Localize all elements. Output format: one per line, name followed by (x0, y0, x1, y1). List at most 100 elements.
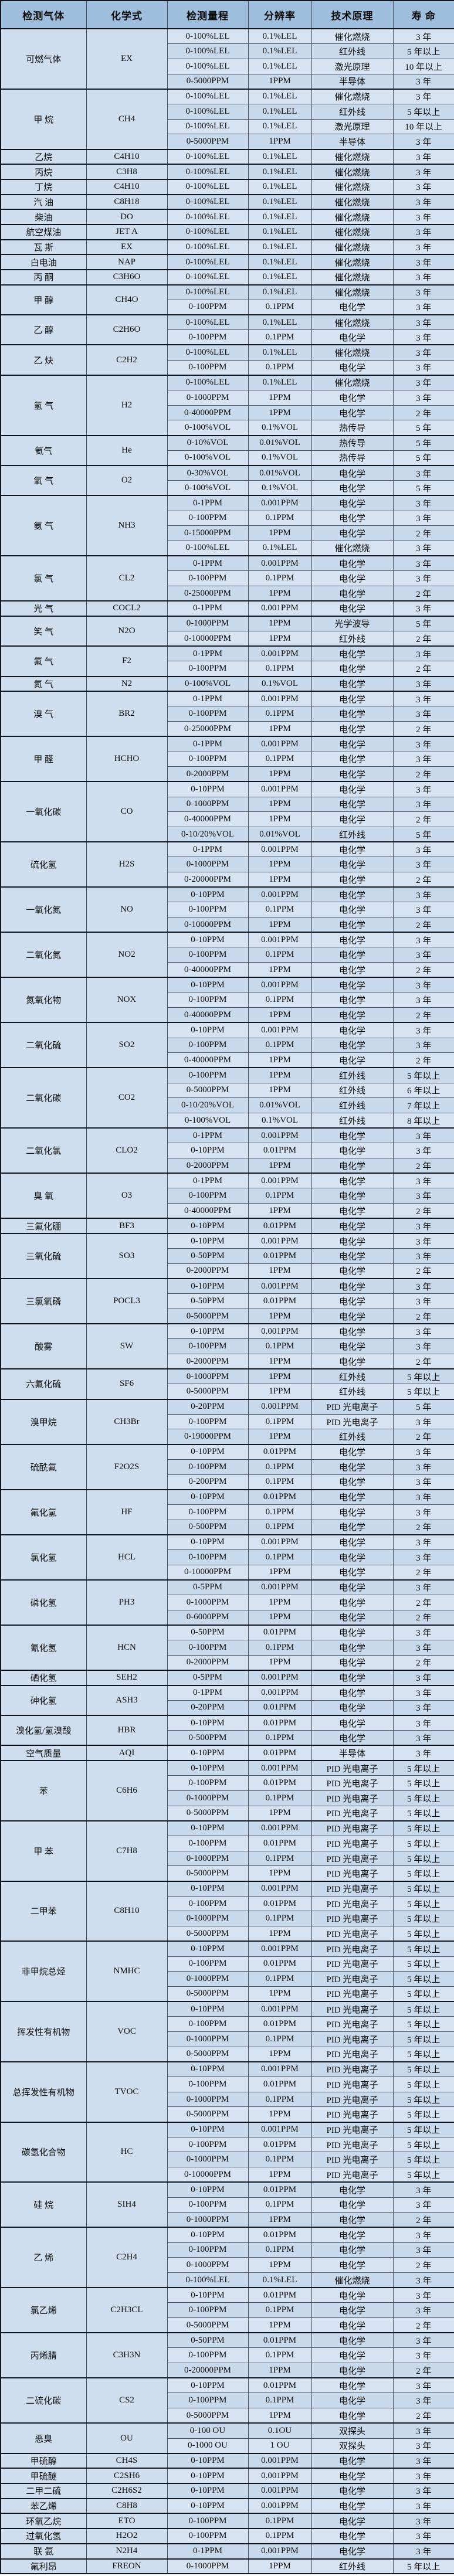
resolution-cell: 1PPM (248, 1609, 312, 1626)
lifespan-cell: 3 年 (392, 1640, 454, 1656)
lifespan-cell: 5 年 (392, 1398, 454, 1415)
range-cell: 0-1PPM (167, 736, 249, 752)
range-cell: 0-100PPM (167, 1895, 249, 1912)
resolution-cell: 1PPM (248, 1805, 312, 1821)
table-row: 乙 醇 C2H6O 0-100%LEL 0.1%LEL 催化燃烧 3 年 (0, 314, 454, 345)
lifespan-cell: 3 年 (392, 2302, 454, 2318)
resolution-cell: 0.1%LEL (248, 193, 312, 210)
formula-cell: F2O2S (86, 1443, 168, 1490)
range-cell: 0-100%LEL (167, 374, 249, 390)
lifespan-cell: 3 年 (392, 1037, 454, 1053)
lifespan-cell: 3 年 (392, 977, 454, 993)
range-cell: 0-100%LEL (167, 103, 249, 120)
resolution-cell: 0.1PPM (248, 2197, 312, 2213)
formula-cell: HCN (86, 1624, 168, 1671)
lifespan-cell: 2 年 (392, 766, 454, 782)
principle-cell: 电化学 (311, 1248, 394, 1264)
table-row: 0-1000PPM 1PPM 电化学 2 年 (1, 2257, 454, 2273)
gas-name-cell: 溴 气 (0, 691, 87, 737)
table-row: 氦气 He 0-10%VOL 0.01%VOL 热传导 5 年 (0, 434, 454, 466)
gas-name-cell: 甲 醇 (0, 284, 87, 315)
lifespan-cell: 5 年以上 (392, 1790, 454, 1806)
table-row: 0-100PPM 0.1PPM 电化学 3 年 (1, 992, 454, 1008)
range-cell: 0-20000PPM (167, 2363, 249, 2378)
principle-cell: 电化学 (311, 1143, 394, 1159)
formula-cell: ETO (86, 2513, 168, 2529)
lifespan-cell: 2 年 (392, 585, 454, 601)
principle-cell: 红外线 (311, 631, 394, 647)
gas-name-cell: 乙 醇 (0, 314, 87, 345)
resolution-cell: 0.1%LEL (248, 344, 312, 361)
principle-cell: 电化学 (311, 1338, 394, 1354)
lifespan-cell: 2 年 (392, 2212, 454, 2228)
range-cell: 0-2000PPM (167, 1263, 249, 1279)
range-cell: 0-5000PPM (167, 1986, 249, 2002)
range-cell: 0-100%LEL (167, 43, 249, 59)
range-cell: 0-10PPM (167, 1278, 249, 1294)
range-cell: 0-100PPM (167, 2347, 249, 2364)
resolution-cell: 0.001PPM (248, 1760, 312, 1776)
principle-cell: 电化学 (311, 2317, 394, 2333)
resolution-cell: 1PPM (248, 525, 312, 541)
principle-cell: 电化学 (311, 585, 394, 601)
gas-name-cell: 乙 炔 (0, 344, 87, 376)
range-cell: 0-100%LEL (167, 314, 249, 331)
table-row: 0-100PPM 0.1PPM 电化学 3 年 (1, 510, 454, 526)
formula-cell: C2H3CL (86, 2287, 168, 2333)
gas-name-cell: 硅 烷 (0, 2181, 87, 2228)
lifespan-cell: 5 年 (392, 434, 454, 451)
range-cell: 0-1000PPM (167, 1368, 249, 1385)
formula-cell: NO (86, 886, 168, 933)
range-cell: 0-6000PPM (167, 1609, 249, 1626)
lifespan-cell: 5 年以上 (392, 1384, 454, 1400)
principle-cell: 激光原理 (311, 118, 394, 135)
resolution-cell: 1PPM (248, 73, 312, 90)
lifespan-cell: 2 年 (392, 1429, 454, 1445)
resolution-cell: 0.1PPM (248, 902, 312, 918)
gas-name-cell: 环氧乙烷 (0, 2513, 87, 2529)
table-row: 乙烷 C4H10 0-100%LEL 0.1%LEL 催化燃烧 3 年 (0, 148, 454, 165)
resolution-cell: 0.1%VOL (248, 450, 312, 466)
range-cell: 0-1PPM (167, 1684, 249, 1701)
table-row: 0-1000PPM 1PPM 电化学 3 年 (1, 390, 454, 406)
principle-cell: 催化燃烧 (311, 193, 394, 210)
lifespan-cell: 5 年 (392, 450, 454, 466)
principle-cell: 电化学 (311, 2287, 394, 2303)
lifespan-cell: 3 年 (392, 148, 454, 165)
resolution-cell: 0.1PPM (248, 1911, 312, 1927)
principle-cell: 电化学 (311, 886, 394, 903)
table-row: 丙 酮 C3H6O 0-100%LEL 0.1%LEL 催化燃烧 3 年 (0, 269, 454, 286)
lifespan-cell: 3 年 (392, 570, 454, 586)
lifespan-cell: 3 年 (392, 73, 454, 90)
lifespan-cell: 3 年 (392, 2332, 454, 2349)
principle-cell: 电化学 (311, 1233, 394, 1249)
table-row: 0-5000PPM 1PPM 半导体 3 年 (1, 73, 454, 90)
range-cell: 0-40000PPM (167, 1007, 249, 1023)
gas-name-cell: 碳氢化合物 (0, 2121, 87, 2183)
lifespan-cell: 3 年 (392, 254, 454, 270)
lifespan-cell: 3 年 (392, 1443, 454, 1460)
principle-cell: 激光原理 (311, 58, 394, 74)
principle-cell: 电化学 (311, 2452, 394, 2469)
range-cell: 0-10PPM (167, 1022, 249, 1038)
formula-cell: H2 (86, 374, 168, 436)
formula-cell: CH3Br (86, 1398, 168, 1445)
lifespan-cell: 5 年以上 (392, 2106, 454, 2123)
resolution-cell: 0.001PPM (248, 2452, 312, 2469)
principle-cell: 电化学 (311, 2363, 394, 2378)
table-row: 0-1000PPM 0.1PPM PID 光电离子 5 年以上 (1, 2091, 454, 2108)
principle-cell: 电化学 (311, 962, 394, 978)
principle-cell: 电化学 (311, 751, 394, 767)
principle-cell: 催化燃烧 (311, 223, 394, 240)
table-row: 甲 烷 CH4 0-100%LEL 0.1%LEL 催化燃烧 3 年 (0, 88, 454, 149)
principle-cell: 电化学 (311, 600, 394, 617)
range-cell: 0-10PPM (167, 2121, 249, 2137)
principle-cell: PID 光电离子 (311, 1805, 394, 1821)
resolution-cell: 1PPM (248, 1926, 312, 1942)
lifespan-cell: 5 年以上 (392, 1775, 454, 1791)
range-cell: 0-2000PPM (167, 1654, 249, 1671)
resolution-cell: 1PPM (248, 1263, 312, 1279)
lifespan-cell: 3 年 (392, 1534, 454, 1550)
lifespan-cell: 2 年 (392, 1263, 454, 1279)
table-row: 0-100PPM 0.1PPM 电化学 3 年 (1, 329, 454, 345)
